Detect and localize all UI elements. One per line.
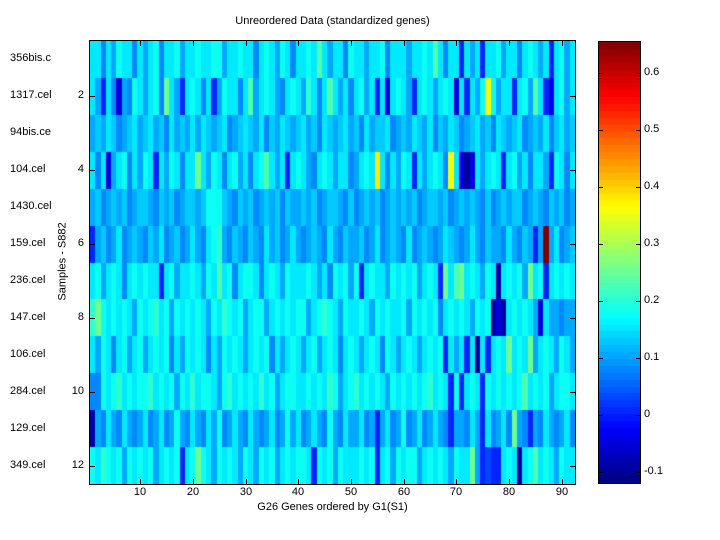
x-tick [140, 479, 141, 484]
x-tick [298, 479, 299, 484]
row-label: 106.cel [10, 348, 46, 360]
y-tick [90, 96, 95, 97]
colorbar-tick [599, 73, 603, 74]
colorbar-tick-right [636, 301, 640, 302]
x-tick-label: 70 [449, 486, 463, 498]
colorbar-canvas [599, 42, 640, 483]
row-label: 236.cel [10, 274, 46, 286]
colorbar-tick-label: 0.2 [644, 294, 660, 306]
y-tick-right [570, 96, 575, 97]
colorbar-tick-right [636, 73, 640, 74]
row-label: 104.cel [10, 163, 46, 175]
row-label: 94bis.ce [10, 126, 51, 138]
chart-title: Unreordered Data (standardized genes) [235, 15, 430, 27]
x-tick-top [562, 41, 563, 46]
colorbar-tick [599, 301, 603, 302]
x-tick-label: 60 [397, 486, 411, 498]
x-tick [562, 479, 563, 484]
x-tick-label: 40 [291, 486, 305, 498]
colorbar-tick [599, 130, 603, 131]
row-label: 284.cel [10, 385, 46, 397]
x-tick-label: 20 [186, 486, 200, 498]
y-tick-right [570, 392, 575, 393]
colorbar-tick-right [636, 415, 640, 416]
colorbar-tick-right [636, 244, 640, 245]
colorbar-tick-right [636, 187, 640, 188]
colorbar-tick-right [636, 358, 640, 359]
x-tick [456, 479, 457, 484]
x-tick [404, 479, 405, 484]
x-tick-top [193, 41, 194, 46]
x-tick-top [456, 41, 457, 46]
y-tick-right [570, 244, 575, 245]
heatmap-canvas [90, 41, 575, 484]
y-tick-label: 4 [77, 163, 84, 175]
y-tick-label: 12 [71, 459, 84, 471]
y-tick [90, 318, 95, 319]
colorbar-tick-label: 0 [644, 408, 651, 420]
y-tick [90, 244, 95, 245]
x-tick-top [509, 41, 510, 46]
x-tick-label: 10 [133, 486, 147, 498]
colorbar-tick [599, 187, 603, 188]
y-tick [90, 392, 95, 393]
colorbar-tick-right [636, 130, 640, 131]
row-label: 1317.cel [10, 89, 52, 101]
colorbar-tick-right [636, 472, 640, 473]
colorbar-tick [599, 358, 603, 359]
y-tick-label: 8 [77, 311, 84, 323]
colorbar-tick-label: 0.4 [644, 180, 660, 192]
row-label: 147.cel [10, 311, 46, 323]
colorbar-tick [599, 244, 603, 245]
colorbar-tick [599, 415, 603, 416]
row-label: 356bis.c [10, 52, 51, 64]
row-label: 159.cel [10, 237, 46, 249]
colorbar-tick-label: 0.6 [644, 66, 660, 78]
x-tick-top [140, 41, 141, 46]
x-tick-label: 90 [555, 486, 569, 498]
y-tick-label: 6 [77, 237, 84, 249]
x-tick [351, 479, 352, 484]
x-tick [193, 479, 194, 484]
x-tick-top [404, 41, 405, 46]
colorbar-tick-label: 0.3 [644, 237, 660, 249]
y-tick-right [570, 170, 575, 171]
x-tick-label: 30 [239, 486, 253, 498]
y-tick [90, 466, 95, 467]
y-tick [90, 170, 95, 171]
colorbar-tick-label: 0.1 [644, 351, 660, 363]
y-tick-right [570, 318, 575, 319]
y-tick-label: 2 [77, 89, 84, 101]
x-tick [246, 479, 247, 484]
colorbar-tick [599, 472, 603, 473]
y-tick-right [570, 466, 575, 467]
y-tick-label: 10 [71, 385, 84, 397]
row-label: 129.cel [10, 422, 46, 434]
x-tick-top [298, 41, 299, 46]
x-tick-top [246, 41, 247, 46]
x-tick-top [351, 41, 352, 46]
row-label: 1430.cel [10, 200, 52, 212]
x-tick-label: 50 [344, 486, 358, 498]
x-axis-label: G26 Genes ordered by G1(S1) [257, 501, 408, 513]
colorbar [598, 41, 641, 484]
x-tick-label: 80 [502, 486, 516, 498]
x-tick [509, 479, 510, 484]
colorbar-tick-label: -0.1 [644, 465, 663, 477]
heatmap-axes [89, 40, 576, 485]
colorbar-tick-label: 0.5 [644, 123, 660, 135]
row-label: 349.cel [10, 459, 46, 471]
